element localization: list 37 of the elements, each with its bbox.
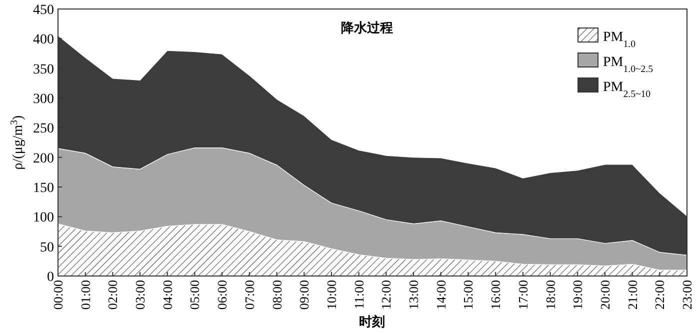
y-tick-label: 400 — [33, 32, 54, 48]
x-tick-label: 03:00 — [132, 280, 148, 310]
legend-label: PM$_{1.0~2.5}$ — [603, 55, 654, 74]
y-tick-label: 350 — [33, 62, 54, 78]
legend-label: PM$_{2.5~10}$ — [603, 80, 651, 100]
y-tick-label: 150 — [33, 181, 54, 196]
y-tick-label: 100 — [33, 210, 54, 226]
y-tick-label: 450 — [33, 3, 54, 18]
y-tick-label: 250 — [33, 122, 54, 137]
x-tick-label: 02:00 — [105, 280, 120, 310]
x-tick-label: 13:00 — [406, 280, 422, 310]
x-tick-label: 05:00 — [187, 280, 202, 310]
x-tick-label: 07:00 — [242, 280, 257, 310]
x-tick-label: 11:00 — [351, 280, 366, 310]
x-tick-label: 18:00 — [542, 280, 558, 310]
x-tick-label: 17:00 — [515, 280, 530, 310]
y-tick-label: 300 — [33, 92, 54, 107]
x-tick-label: 06:00 — [214, 280, 230, 310]
x-tick-label: 04:00 — [160, 280, 175, 310]
y-tick-label: 200 — [33, 151, 54, 166]
legend-label: PM$_{1.0}$ — [603, 30, 636, 50]
x-tick-label: 14:00 — [433, 280, 448, 310]
text: 降水过程 — [341, 20, 393, 35]
x-tick-label: 15:00 — [460, 280, 476, 310]
x-tick-label: 12:00 — [378, 280, 394, 310]
y-tick-label: 50 — [40, 240, 54, 256]
x-tick-label: 16:00 — [488, 280, 504, 310]
x-tick-label: 22:00 — [652, 280, 668, 310]
x-tick-label: 08:00 — [269, 280, 284, 310]
x-axis-title: 时刻 — [359, 314, 385, 329]
x-tick-label: 01:00 — [78, 280, 93, 310]
x-tick-label: 10:00 — [324, 280, 339, 310]
x-tick-label: 21:00 — [624, 280, 640, 310]
x-tick-label: 09:00 — [296, 280, 312, 310]
x-tick-label: 19:00 — [570, 280, 586, 310]
x-tick-label: 23:00 — [680, 280, 694, 310]
x-tick-label: 20:00 — [597, 280, 612, 310]
